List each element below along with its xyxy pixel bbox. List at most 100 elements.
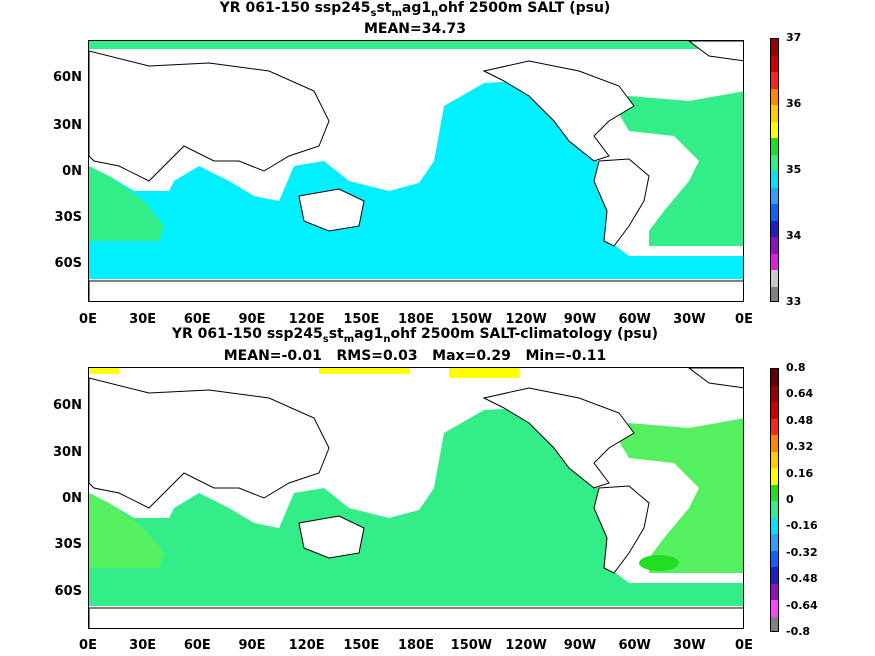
colorbar-swatch — [771, 369, 778, 386]
colorbar-label: -0.48 — [786, 572, 818, 586]
colorbar-label: 0.16 — [786, 466, 814, 480]
lon-label: 60E — [183, 638, 211, 653]
colorbar-label: 37 — [786, 31, 802, 44]
lat-label: 30S — [54, 210, 82, 225]
colorbar-label: 0.32 — [786, 440, 814, 454]
colorbar-swatch — [771, 435, 778, 452]
colorbar-swatch — [771, 583, 778, 600]
land-greenland — [688, 41, 743, 62]
land-australia — [298, 515, 365, 559]
colorbar-label: 0.48 — [786, 413, 814, 427]
panel-2-title: YR 061-150 ssp245sstmag1nohf 2500m SALT-… — [171, 326, 659, 345]
panel-2-colorbar — [770, 368, 779, 632]
land-north-america — [482, 387, 635, 489]
lon-label: 150W — [450, 312, 493, 327]
lat-label: 30N — [53, 118, 82, 133]
panel-2-stats: MEAN=-0.01 RMS=0.03 Max=0.29 Min=-0.11 — [223, 348, 607, 364]
colorbar-label: 34 — [786, 229, 802, 242]
colorbar-label: 35 — [786, 163, 802, 176]
lon-label: 0E — [735, 312, 753, 327]
land-north-america — [482, 60, 635, 162]
colorbar-swatch — [771, 237, 778, 254]
lon-label: 60W — [618, 638, 651, 653]
lat-label: 30S — [54, 537, 82, 552]
colorbar-swatch — [771, 451, 778, 468]
lon-label: 60W — [618, 312, 651, 327]
lon-label: 0E — [79, 638, 97, 653]
colorbar-label: 33 — [786, 295, 802, 308]
colorbar-label: 0.64 — [786, 387, 814, 401]
land-eurasia-africa — [89, 377, 330, 509]
colorbar-swatch — [771, 171, 778, 188]
colorbar-label: -0.64 — [786, 598, 818, 612]
land-antarctica — [89, 607, 743, 628]
atlantic-region-west — [89, 166, 164, 241]
land-australia — [298, 188, 365, 232]
panel-1-stats: MEAN=34.73 — [363, 21, 467, 37]
colorbar-swatch — [771, 187, 778, 204]
colorbar-swatch — [771, 55, 778, 72]
lat-label: 0N — [62, 164, 82, 179]
colorbar-swatch — [771, 204, 778, 221]
lon-label: 90W — [563, 312, 597, 327]
colorbar-swatch — [771, 385, 778, 402]
lat-label: 60N — [53, 70, 82, 85]
colorbar-swatch — [771, 88, 778, 105]
lat-label: 60S — [54, 584, 82, 599]
lat-label: 30N — [53, 445, 82, 460]
lon-labels-panel-2: 0E 30E 60E 90E 120E 150E 180E 150W 120W 90W 60W 30W… — [0, 638, 875, 654]
colorbar-swatch — [771, 468, 778, 485]
lon-label: 150E — [343, 312, 380, 327]
lon-label: 120W — [505, 638, 547, 653]
land-south-america — [593, 485, 650, 574]
colorbar-swatch — [771, 484, 778, 501]
lat-label: 60N — [53, 398, 82, 413]
colorbar-swatch — [771, 72, 778, 89]
colorbar-swatch — [771, 616, 778, 631]
lon-label: 60E — [183, 312, 211, 327]
land-antarctica — [89, 280, 743, 301]
lon-label: 180E — [397, 312, 435, 327]
panel-1-colorbar — [770, 38, 779, 302]
colorbar-swatch — [771, 418, 778, 435]
colorbar-swatch — [771, 253, 778, 270]
lon-labels-panel-1: 0E 30E 60E 90E 120E 150E 180E 150W 120W 90W 60W 30W… — [0, 312, 875, 328]
colorbar-swatch — [771, 270, 778, 287]
panel-1-map — [88, 40, 744, 302]
lon-label: 120W — [505, 312, 547, 327]
lon-label: 30W — [673, 312, 706, 327]
colorbar-swatch — [771, 121, 778, 138]
colorbar-label: -0.8 — [786, 625, 811, 638]
panel-1-title: YR 061-150 ssp245sstmag1nohf 2500m SALT … — [219, 0, 611, 19]
lon-label: 30W — [673, 638, 706, 653]
colorbar-swatch — [771, 154, 778, 171]
lon-label: 90E — [238, 312, 266, 327]
arctic-strip — [89, 41, 743, 49]
colorbar-swatch — [771, 501, 778, 518]
lat-label: 0N — [62, 491, 82, 506]
lon-label: 0E — [79, 312, 97, 327]
colorbar-swatch — [771, 138, 778, 155]
colorbar-swatch — [771, 286, 778, 301]
positive-anomaly-patch — [639, 555, 679, 571]
lon-label: 150W — [450, 638, 493, 653]
colorbar-label: -0.16 — [786, 519, 818, 533]
colorbar-label: -0.32 — [786, 545, 818, 559]
colorbar-label: 0 — [786, 493, 794, 506]
atlantic-region — [614, 418, 743, 573]
colorbar-swatch — [771, 517, 778, 534]
colorbar-swatch — [771, 534, 778, 551]
land-eurasia-africa — [89, 50, 330, 182]
land-south-america — [593, 158, 650, 247]
ocean-region — [89, 408, 743, 606]
atlantic-region — [614, 91, 743, 246]
lon-label: 180E — [397, 638, 435, 653]
panel-2-map — [88, 367, 744, 629]
colorbar-label: 0.8 — [786, 361, 806, 374]
lon-label: 120E — [288, 312, 325, 327]
atlantic-region-west — [89, 493, 164, 568]
lon-label: 30E — [129, 312, 157, 327]
colorbar-label: 36 — [786, 97, 802, 110]
land-greenland — [688, 368, 743, 389]
ocean-region — [89, 81, 743, 279]
